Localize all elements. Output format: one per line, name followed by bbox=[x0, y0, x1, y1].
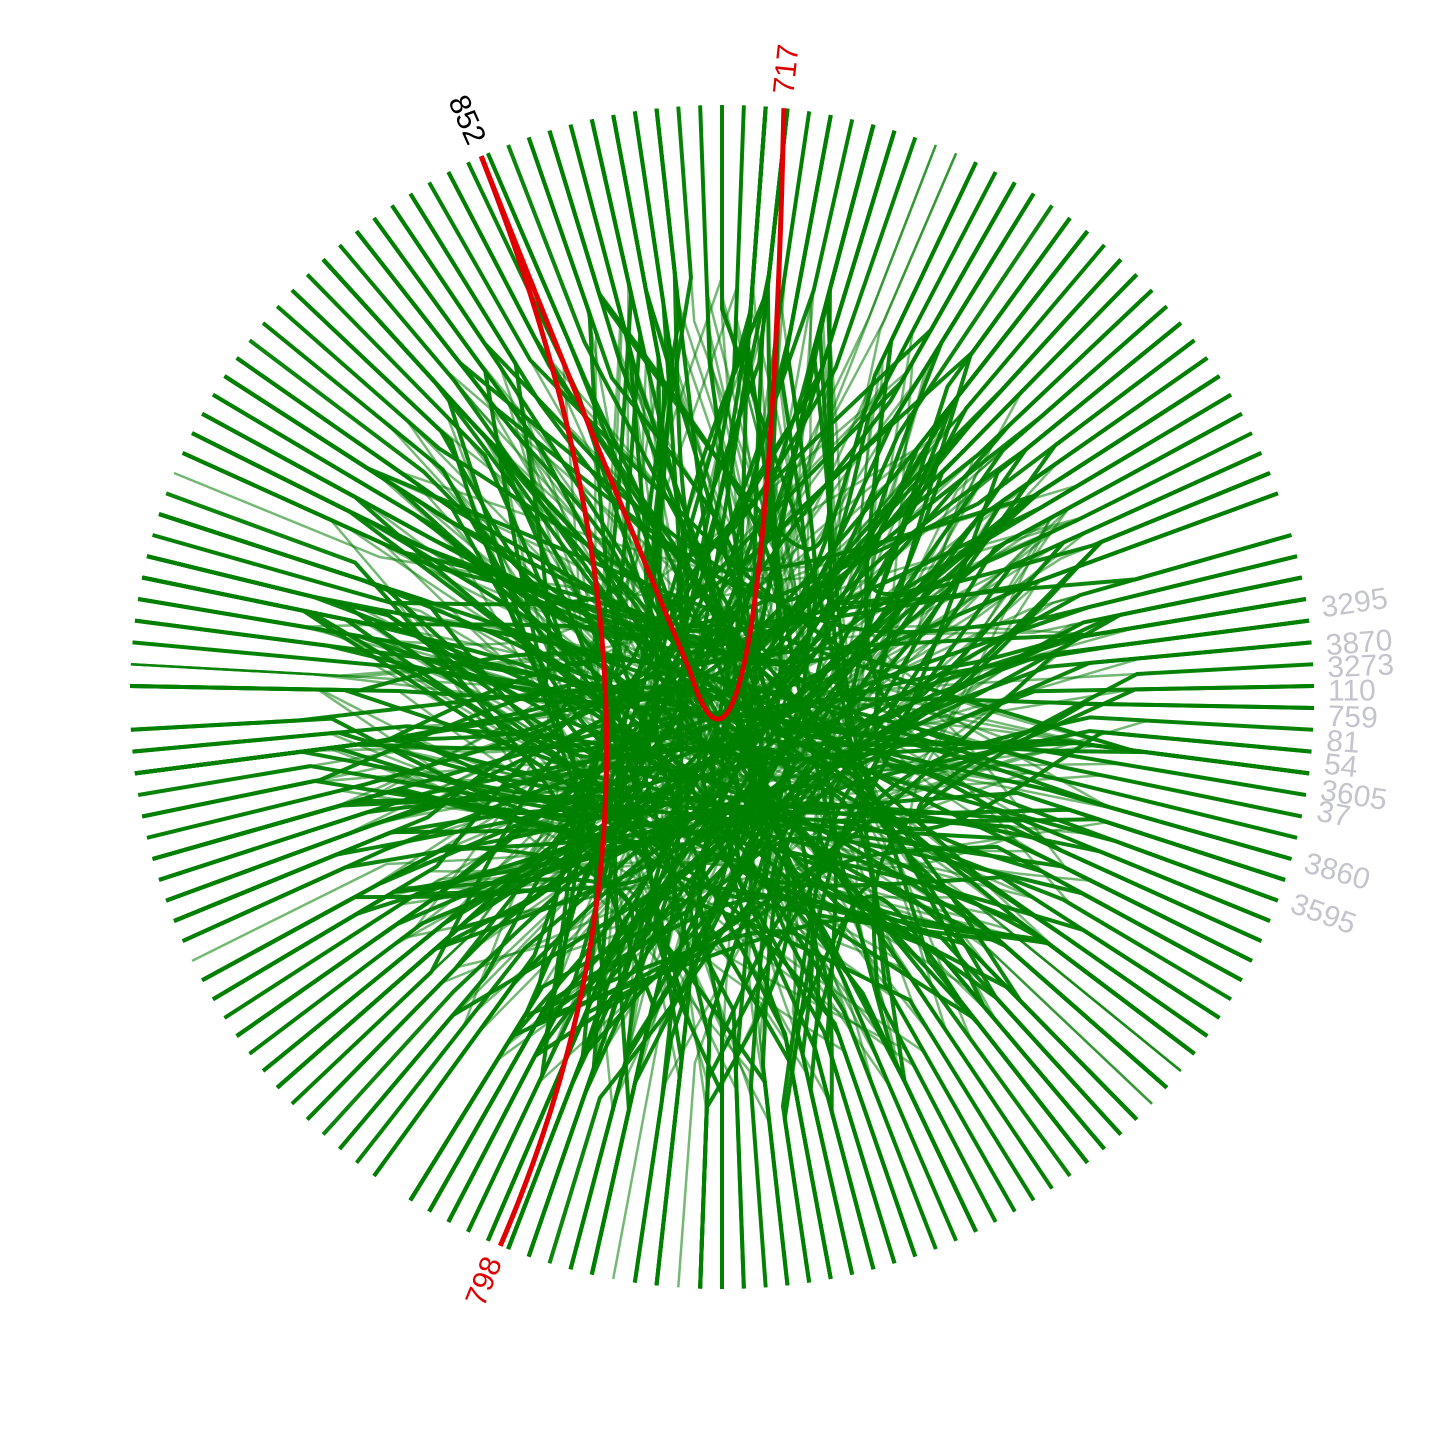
linked-node-label: 717 bbox=[767, 43, 805, 96]
edge bbox=[182, 204, 589, 630]
edge bbox=[261, 114, 833, 1073]
edge bbox=[146, 114, 833, 840]
node-label: 37 bbox=[1314, 795, 1353, 834]
node-label: 3870 bbox=[1324, 624, 1393, 662]
edge bbox=[201, 684, 1314, 982]
edge bbox=[321, 258, 685, 1258]
selected-node-label: 852 bbox=[442, 90, 493, 149]
edge bbox=[261, 119, 634, 667]
edge bbox=[466, 908, 1054, 1233]
edge bbox=[130, 114, 662, 824]
edge bbox=[321, 258, 1307, 797]
edge bbox=[643, 108, 1233, 649]
edge bbox=[698, 715, 1314, 1289]
node-label: 81 bbox=[1325, 724, 1361, 759]
edge bbox=[182, 451, 1298, 840]
edge bbox=[654, 108, 897, 549]
edge bbox=[223, 338, 1196, 637]
edge bbox=[146, 554, 648, 861]
edge bbox=[855, 289, 1153, 1223]
edge bbox=[794, 894, 1090, 1275]
edge bbox=[569, 451, 1262, 1270]
edge bbox=[321, 258, 656, 1275]
node-label: 3860 bbox=[1300, 847, 1373, 897]
edge bbox=[748, 640, 1312, 1288]
node-label: 3595 bbox=[1286, 887, 1360, 941]
edge bbox=[611, 114, 1310, 775]
edge bbox=[146, 130, 896, 840]
highlighted-edge bbox=[478, 155, 610, 1247]
node-label: 3295 bbox=[1319, 582, 1390, 624]
edge bbox=[871, 701, 1314, 1223]
edge bbox=[427, 618, 1310, 1213]
edge bbox=[373, 217, 1209, 784]
edge bbox=[141, 575, 1090, 1164]
edge bbox=[191, 432, 708, 1177]
edge bbox=[306, 641, 1312, 1121]
edge bbox=[152, 533, 997, 1223]
edge bbox=[793, 729, 1312, 1090]
edge bbox=[235, 576, 1303, 1038]
node-labels: 8527177983295387032731107598154360537386… bbox=[442, 43, 1395, 1311]
edge bbox=[506, 321, 1183, 1250]
edge bbox=[698, 105, 978, 743]
edge bbox=[262, 161, 583, 723]
edge bbox=[152, 533, 722, 1201]
linked-node-label: 798 bbox=[459, 1252, 508, 1311]
edge bbox=[427, 917, 1106, 1213]
edge bbox=[182, 451, 1016, 1213]
highlighted-edges bbox=[478, 108, 787, 1247]
edge bbox=[677, 761, 1054, 1288]
edge bbox=[137, 597, 709, 1289]
edge bbox=[201, 193, 1035, 982]
edge bbox=[698, 105, 1106, 569]
node-label: 3273 bbox=[1327, 648, 1395, 684]
node-label: 110 bbox=[1328, 674, 1376, 707]
edge bbox=[137, 597, 1292, 861]
edge bbox=[290, 111, 686, 768]
edge bbox=[803, 230, 1314, 809]
edge bbox=[486, 152, 792, 1289]
edge bbox=[321, 258, 772, 1202]
edge bbox=[763, 836, 1243, 1258]
edge bbox=[130, 244, 1106, 677]
edge bbox=[408, 929, 876, 1270]
edge bbox=[141, 575, 918, 1258]
node-label: 54 bbox=[1322, 748, 1359, 785]
edge bbox=[506, 144, 1271, 738]
node-label: 759 bbox=[1327, 700, 1378, 735]
edge bbox=[817, 432, 1253, 1121]
edge bbox=[823, 258, 1271, 605]
highlighted-edge bbox=[478, 108, 787, 722]
edge bbox=[338, 216, 1072, 1151]
edge bbox=[158, 795, 833, 1280]
edge bbox=[742, 288, 1279, 903]
edge bbox=[158, 119, 855, 759]
edges bbox=[130, 105, 1314, 1289]
edge bbox=[275, 106, 768, 1090]
